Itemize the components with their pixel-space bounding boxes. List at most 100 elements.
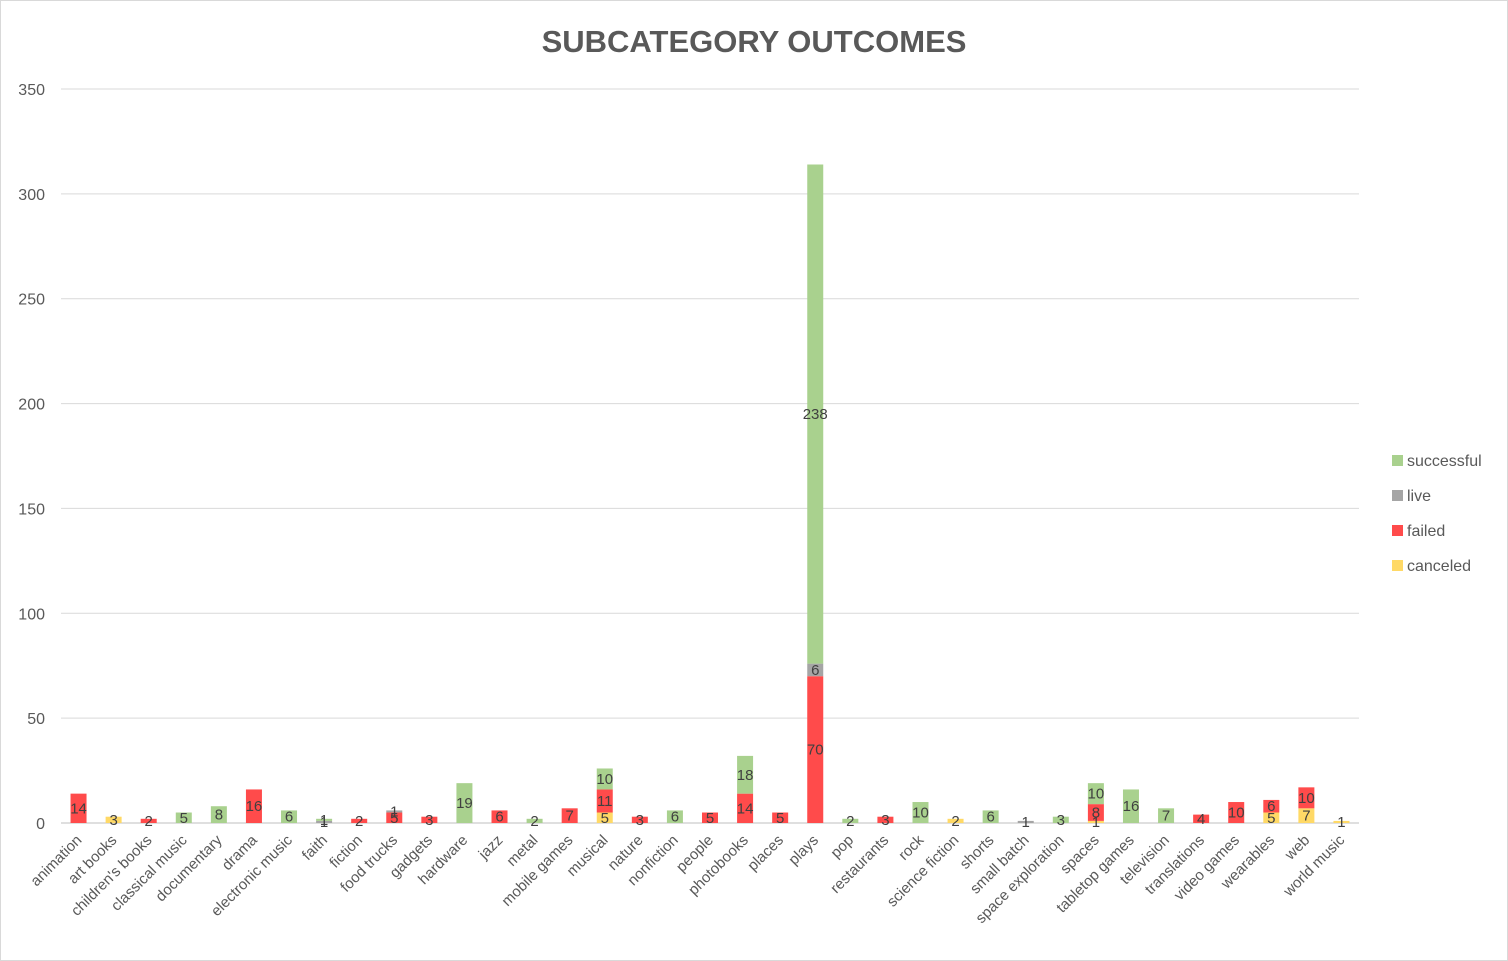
data-label: 1 [320, 814, 328, 831]
legend-swatch-canceled [1392, 560, 1403, 571]
data-label: 1 [1092, 814, 1100, 831]
data-label: 2 [145, 813, 153, 830]
data-label: 1 [320, 812, 328, 829]
bar-failed [772, 812, 789, 823]
y-axis-ticks: 0 50 100 150 200 250 300 350 [18, 82, 45, 833]
bar-successful [281, 810, 298, 823]
data-label: 18 [737, 767, 754, 784]
data-label: 2 [530, 813, 538, 830]
y-tick-label: 200 [18, 397, 45, 414]
bar-live [807, 663, 824, 677]
data-label: 3 [425, 812, 433, 829]
data-label: 5 [776, 810, 784, 827]
bar-successful [1087, 783, 1104, 805]
bar-canceled [1263, 812, 1280, 823]
data-label: 5 [1267, 810, 1275, 827]
bar-canceled [1087, 820, 1104, 823]
data-label: 3 [1057, 812, 1065, 829]
data-label: 6 [1267, 798, 1275, 815]
data-label: 10 [596, 771, 613, 788]
bar-successful [1122, 789, 1139, 823]
bar-failed [1087, 804, 1104, 821]
data-label: 2 [951, 813, 959, 830]
data-label: 7 [1302, 808, 1310, 825]
bar-canceled [596, 812, 613, 823]
bar-failed [1298, 787, 1315, 809]
bar-failed [386, 812, 403, 823]
data-label: 11 [597, 793, 613, 810]
bar-failed [1263, 799, 1280, 813]
data-label: 14 [737, 800, 754, 817]
data-label: 19 [456, 795, 473, 812]
bar-live [1017, 820, 1034, 823]
bar-failed [1193, 814, 1210, 823]
data-label: 7 [1162, 808, 1170, 825]
data-label: 6 [285, 809, 293, 826]
x-tick-label: plays [785, 832, 822, 869]
data-label: 1 [1337, 814, 1345, 831]
bar-failed [596, 789, 613, 813]
bar-live [386, 810, 403, 813]
chart-title: SUBCATEGORY OUTCOMES [542, 24, 967, 59]
bar-successful [456, 783, 473, 823]
bar-failed [351, 818, 368, 823]
y-tick-label: 0 [36, 816, 45, 833]
legend-label-live: live [1407, 488, 1431, 505]
legend-label-failed: failed [1407, 523, 1445, 540]
data-label: 5 [601, 810, 609, 827]
data-label: 6 [495, 809, 503, 826]
bar-successful [526, 818, 543, 823]
bar-successful [210, 806, 227, 823]
y-tick-label: 300 [18, 187, 45, 204]
data-label: 10 [1088, 786, 1105, 803]
data-label: 5 [180, 810, 188, 827]
bar-failed [877, 816, 894, 823]
data-label: 1 [1022, 814, 1030, 831]
bar-failed [702, 812, 718, 823]
data-label: 16 [246, 798, 263, 815]
bar-failed [561, 808, 578, 823]
y-tick-label: 50 [27, 711, 45, 728]
bar-failed [70, 793, 87, 823]
bar-successful [1158, 808, 1175, 823]
data-label: 16 [1123, 798, 1140, 815]
bar-successful [666, 810, 683, 823]
bar-successful [1052, 816, 1069, 823]
bar-successful [737, 755, 754, 794]
bar-successful [807, 164, 824, 664]
bar-canceled [1333, 820, 1350, 823]
bar-failed [807, 676, 824, 823]
bar-canceled [105, 816, 122, 823]
y-tick-label: 100 [18, 606, 45, 623]
y-tick-label: 350 [18, 82, 45, 99]
legend-swatch-live [1392, 490, 1403, 501]
legend-swatch-failed [1392, 525, 1403, 536]
x-tick-label: jazz [475, 832, 507, 864]
bar-failed [140, 818, 157, 823]
bar-canceled [947, 818, 964, 823]
bar-failed [421, 816, 438, 823]
bar-successful [596, 768, 613, 790]
bar-failed [631, 816, 648, 823]
gridlines [61, 88, 1359, 824]
bar-failed [1228, 802, 1245, 823]
data-label: 238 [803, 406, 828, 423]
bar-successful [175, 812, 192, 823]
y-tick-label: 250 [18, 292, 45, 309]
legend-swatch-successful [1392, 455, 1403, 466]
data-label: 8 [1092, 805, 1100, 822]
bar-failed [491, 810, 508, 823]
bar-successful [982, 810, 999, 823]
data-label: 6 [986, 809, 994, 826]
data-label: 5 [706, 810, 714, 827]
y-tick-label: 150 [18, 501, 45, 518]
data-label: 4 [1197, 811, 1205, 828]
x-tick-label: pop [827, 832, 857, 862]
bar-canceled [1298, 808, 1315, 823]
data-label: 1 [390, 803, 398, 820]
data-label: 7 [566, 808, 574, 825]
bar-live [316, 820, 333, 823]
